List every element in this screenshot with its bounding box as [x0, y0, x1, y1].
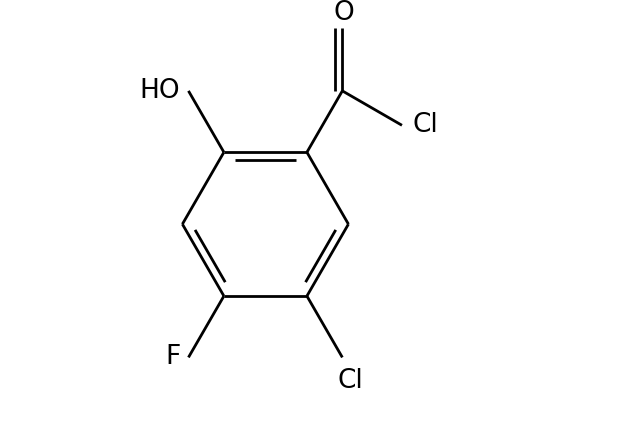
Text: Cl: Cl [412, 112, 438, 138]
Text: HO: HO [140, 78, 180, 104]
Text: O: O [334, 0, 355, 26]
Text: F: F [165, 345, 180, 370]
Text: Cl: Cl [338, 368, 364, 393]
